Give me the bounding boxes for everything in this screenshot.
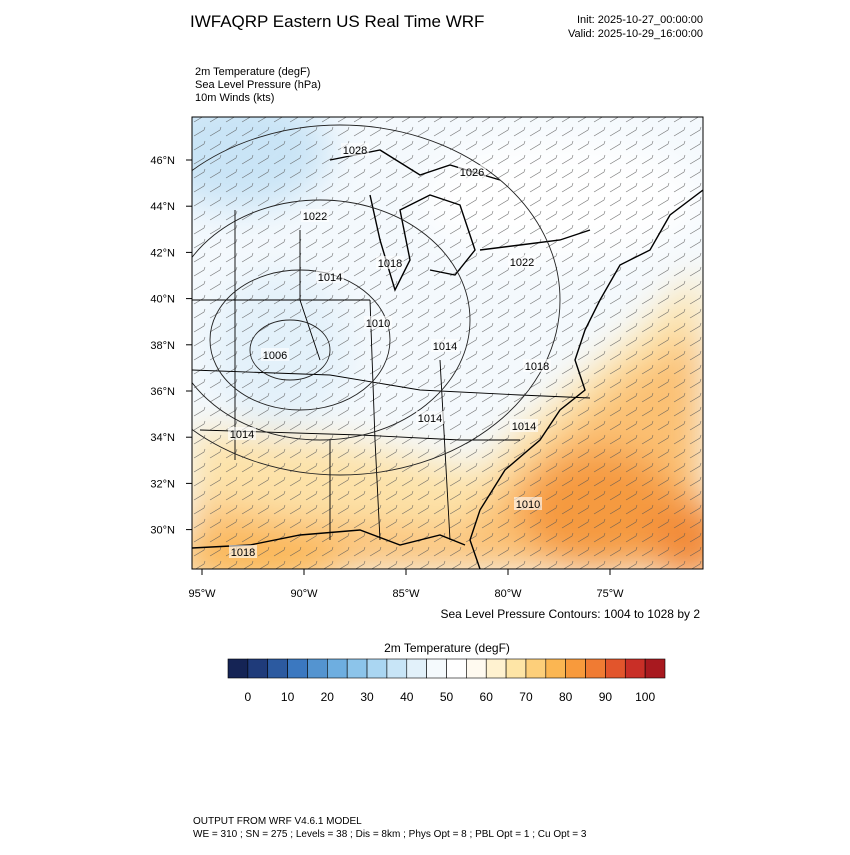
colorbar-title: 2m Temperature (degF) — [384, 641, 510, 655]
contour-label: 1022 — [510, 257, 534, 269]
lat-label: 38°N — [150, 340, 175, 352]
contour-note: Sea Level Pressure Contours: 1004 to 102… — [441, 607, 701, 621]
contour-label-box — [416, 411, 444, 424]
colorbar-swatch — [287, 658, 308, 679]
lon-label: 85°W — [392, 588, 420, 600]
colorbar-swatch — [386, 658, 408, 679]
colorbar-swatch — [485, 658, 507, 679]
colorbar-label: 90 — [599, 690, 613, 704]
colorbar-label: 10 — [281, 690, 295, 704]
colorbar-label: 20 — [321, 690, 335, 704]
state-borders — [192, 210, 591, 541]
lat-label: 44°N — [150, 201, 175, 213]
lat-label: 34°N — [150, 432, 175, 444]
lon-label: 95°W — [188, 588, 216, 600]
colorbar-swatch — [406, 658, 427, 679]
lat-label: 42°N — [150, 247, 175, 259]
contour-label-box — [229, 545, 257, 558]
colorbar-swatch — [545, 658, 566, 679]
colorbar-swatch — [327, 658, 348, 679]
contour-label-box — [514, 497, 542, 510]
contour-label-box — [523, 359, 551, 372]
contour-label-box — [341, 143, 369, 156]
contour-label: 1014 — [512, 421, 536, 433]
lat-label: 40°N — [150, 294, 175, 306]
footer-line: OUTPUT FROM WRF V4.6.1 MODEL — [193, 816, 362, 827]
colorbar-label: 70 — [519, 690, 533, 704]
colorbar-swatch — [505, 658, 527, 679]
contour-label: 1014 — [318, 272, 342, 284]
colorbar-swatch — [466, 658, 487, 679]
contour-label: 1014 — [230, 429, 254, 441]
colorbar-swatch — [644, 658, 666, 679]
valid-time: Valid: 2025-10-29_16:00:00 — [568, 28, 703, 40]
isobars — [192, 124, 561, 476]
colorbar-swatch — [227, 658, 249, 679]
colorbar-swatch — [565, 658, 586, 679]
colorbar-label: 60 — [480, 690, 494, 704]
lon-label: 80°W — [494, 588, 522, 600]
field-name: 2m Temperature (degF) — [195, 66, 310, 78]
lon-label: 75°W — [596, 588, 624, 600]
contour-label: 1014 — [433, 341, 457, 353]
colorbar-swatch — [426, 658, 447, 679]
map-frame — [191, 116, 704, 570]
contour-label-box — [316, 270, 344, 283]
contour-label: 1018 — [525, 361, 549, 373]
contour-label: 1010 — [366, 318, 390, 330]
contour-label: 1022 — [303, 211, 327, 223]
map-field: 1028 1026 1022 1018 1022 1014 1010 1014 1006 1018… — [192, 117, 703, 569]
contour-label-box — [376, 256, 404, 269]
contour-label-box — [364, 316, 392, 329]
contour-label: 1028 — [343, 145, 367, 157]
contour-label-box — [431, 339, 459, 352]
contour-label: 1018 — [378, 258, 402, 270]
contour-label-box — [228, 427, 256, 440]
colorbar-swatch — [307, 658, 328, 679]
colorbar-swatch — [446, 658, 467, 679]
field-name: Sea Level Pressure (hPa) — [195, 79, 321, 91]
lat-label: 46°N — [150, 155, 175, 167]
init-time: Init: 2025-10-27_00:00:00 — [577, 14, 703, 26]
lon-label: 90°W — [290, 588, 318, 600]
colorbar-swatch — [366, 658, 388, 679]
colorbar-swatch — [525, 658, 547, 679]
contour-label-box — [458, 165, 486, 178]
footer-line: WE = 310 ; SN = 275 ; Levels = 38 ; Dis … — [193, 829, 587, 840]
colorbar-swatch — [267, 658, 288, 679]
colorbar-label: 100 — [635, 690, 655, 704]
field-list: 2m Temperature (degF)Sea Level Pressure … — [195, 66, 321, 104]
contour-label: 1006 — [263, 350, 287, 362]
title: IWFAQRP Eastern US Real Time WRF — [190, 12, 484, 31]
contour-label: 1026 — [460, 167, 484, 179]
contour-label-box — [510, 419, 538, 432]
colorbar-swatch — [624, 658, 646, 679]
colorbar-label: 0 — [245, 690, 252, 704]
contour-label-box — [508, 255, 536, 268]
contour-label-box — [261, 348, 289, 361]
colorbar-swatch — [605, 658, 626, 679]
colorbar-swatch — [585, 658, 606, 679]
colorbar-swatch — [247, 658, 269, 679]
colorbar-label: 80 — [559, 690, 573, 704]
colorbar-label: 30 — [360, 690, 374, 704]
colorbar-label: 50 — [440, 690, 454, 704]
contour-label: 1014 — [418, 413, 442, 425]
lat-label: 36°N — [150, 386, 175, 398]
lat-label: 30°N — [150, 525, 175, 537]
contour-label: 1010 — [516, 499, 540, 511]
colorbar-swatch — [346, 658, 368, 679]
contour-label: 1018 — [231, 547, 255, 559]
lat-label: 32°N — [150, 478, 175, 490]
contour-label-box — [301, 209, 329, 222]
field-name: 10m Winds (kts) — [195, 92, 274, 104]
colorbar-label: 40 — [400, 690, 414, 704]
